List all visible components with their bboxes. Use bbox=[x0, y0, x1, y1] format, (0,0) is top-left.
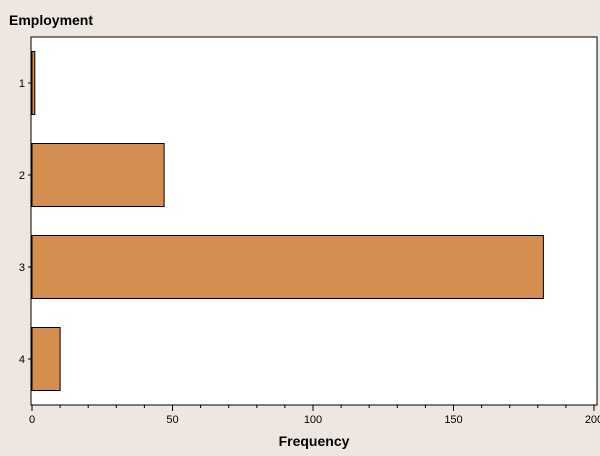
chart-title: Employment bbox=[9, 12, 93, 28]
x-axis-ticks: 0 50 100 150 200 bbox=[29, 405, 600, 426]
y-tick-label: 2 bbox=[19, 170, 25, 182]
y-tick-label: 4 bbox=[19, 354, 25, 366]
x-tick-label: 150 bbox=[444, 414, 462, 426]
bars-group bbox=[31, 51, 544, 391]
x-axis-label: Frequency bbox=[279, 433, 350, 449]
y-axis-ticks: 1 2 3 4 bbox=[19, 78, 31, 366]
bar-1 bbox=[31, 51, 36, 115]
x-tick-label: 100 bbox=[304, 414, 322, 426]
x-tick-label: 50 bbox=[166, 414, 178, 426]
y-tick-label: 1 bbox=[19, 78, 25, 90]
bar-2 bbox=[31, 143, 165, 207]
y-tick-label: 3 bbox=[19, 262, 25, 274]
plot-area bbox=[30, 36, 598, 406]
bar-4 bbox=[31, 327, 61, 391]
x-tick-label: 200 bbox=[585, 414, 600, 426]
bar-3 bbox=[31, 235, 544, 299]
x-tick-label: 0 bbox=[29, 414, 35, 426]
